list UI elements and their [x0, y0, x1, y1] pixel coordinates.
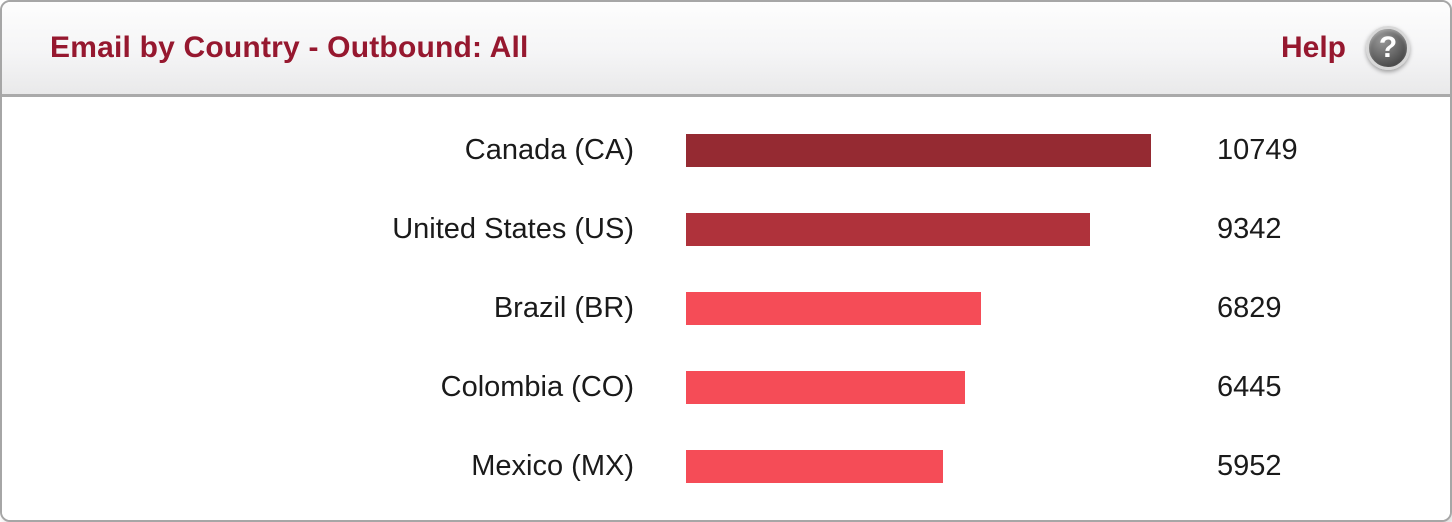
bar[interactable] — [686, 450, 944, 483]
bar-track — [686, 450, 1151, 483]
chart-row: United States (US) 9342 — [2, 190, 1450, 269]
bar[interactable] — [686, 213, 1091, 246]
bar-track — [686, 371, 1151, 404]
chart-row: Mexico (MX) 5952 — [2, 427, 1450, 506]
bar-value: 6829 — [1217, 292, 1282, 324]
bar-track — [686, 213, 1151, 246]
help-link[interactable]: Help — [1280, 31, 1346, 64]
bar[interactable] — [686, 371, 965, 404]
bar-track — [686, 292, 1151, 325]
bar-track — [686, 134, 1151, 167]
bar-chart: Canada (CA) 10749 United States (US) 934… — [2, 97, 1450, 520]
bar[interactable] — [686, 134, 1151, 167]
chart-row: Brazil (BR) 6829 — [2, 269, 1450, 348]
country-label: Canada (CA) — [464, 134, 634, 166]
country-label: Mexico (MX) — [471, 450, 634, 482]
country-label: Colombia (CO) — [440, 371, 634, 403]
help-area: Help ? — [1281, 26, 1410, 70]
question-mark-icon[interactable]: ? — [1366, 26, 1410, 70]
widget-header: Email by Country - Outbound: All Help ? — [2, 2, 1450, 97]
bar-value: 6445 — [1217, 371, 1282, 403]
chart-row: Colombia (CO) 6445 — [2, 348, 1450, 427]
bar[interactable] — [686, 292, 982, 325]
chart-row: Canada (CA) 10749 — [2, 111, 1450, 190]
country-label: Brazil (BR) — [493, 292, 634, 324]
widget-title: Email by Country - Outbound: All — [50, 31, 529, 64]
bar-value: 9342 — [1217, 213, 1282, 245]
bar-value: 10749 — [1217, 134, 1298, 166]
bar-value: 5952 — [1217, 450, 1282, 482]
country-label: United States (US) — [392, 213, 634, 245]
